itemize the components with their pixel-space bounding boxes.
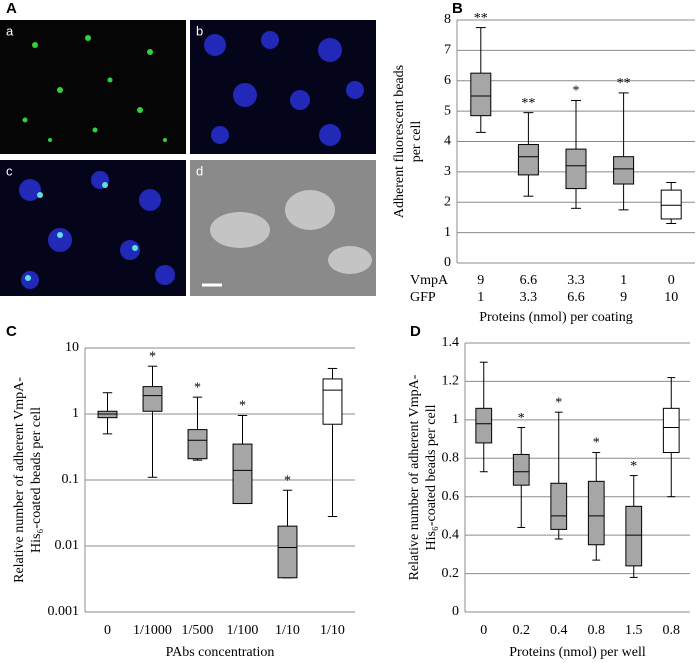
x-tick-label: 1/10 — [320, 623, 345, 638]
x-tick-label: 10 — [664, 290, 678, 305]
box — [625, 505, 643, 567]
significance: * — [149, 349, 156, 364]
x-tick-label: 0 — [668, 273, 675, 288]
y-tick-label: 1.4 — [442, 335, 460, 350]
box — [232, 443, 253, 505]
y-axis-title: per cell — [409, 121, 424, 163]
x-tick-label: 0.4 — [550, 623, 568, 638]
y-tick-label: 0 — [452, 604, 459, 619]
box — [187, 429, 208, 460]
micrographs — [0, 20, 376, 296]
subpanel-label: d — [196, 163, 203, 178]
y-tick-label: 5 — [444, 103, 451, 118]
y-tick-label: 4 — [444, 134, 451, 149]
x-tick-label: 3.3 — [567, 273, 585, 288]
x-tick-label: 1/100 — [227, 623, 259, 638]
x-tick-label: 0 — [480, 623, 487, 638]
y-axis-title: Relative number of adherent VmpA- — [407, 374, 422, 580]
box — [550, 482, 568, 530]
x-tick-label: 0 — [104, 623, 111, 638]
x-tick-label: 1/500 — [182, 623, 214, 638]
box — [565, 148, 587, 190]
panel-label: C — [6, 323, 17, 340]
significance: * — [573, 84, 580, 99]
box — [142, 386, 163, 412]
significance: * — [555, 395, 562, 410]
y-tick-label: 0.2 — [442, 566, 460, 581]
x-axis-title: Proteins (nmol) per coating — [479, 310, 633, 325]
x-axis-title: Proteins (nmol) per well — [509, 645, 646, 660]
box — [517, 144, 539, 176]
x-tick-label: 0.8 — [663, 623, 681, 638]
significance: * — [194, 380, 201, 395]
y-tick-label: 1 — [444, 225, 451, 240]
y-tick-label: 1.2 — [442, 374, 460, 389]
x-axis-title: PAbs concentration — [166, 645, 275, 660]
x-tick-label: 3.3 — [520, 290, 538, 305]
x-tick-label: 0.8 — [588, 623, 606, 638]
x-tick-label: 1/1000 — [133, 623, 172, 638]
box — [277, 525, 298, 579]
subpanel-label: a — [6, 23, 14, 38]
x-tick-label: 1/10 — [275, 623, 300, 638]
y-tick-label: 0.1 — [62, 472, 80, 487]
y-axis-title: Adherent fluorescent beads — [392, 65, 407, 218]
significance: * — [593, 436, 600, 451]
significance: * — [630, 459, 637, 474]
green-spots — [22, 35, 167, 142]
y-axis-title: His₆-coated beads per cell — [29, 407, 44, 553]
x-tick-label: 1 — [620, 273, 627, 288]
y-axis-title: His₆-coated beads per cell — [424, 404, 439, 550]
box — [475, 407, 493, 444]
y-tick-label: 8 — [444, 12, 451, 27]
panel-label: D — [410, 323, 421, 340]
y-tick-label: 0.4 — [442, 527, 460, 542]
significance: * — [518, 411, 525, 426]
y-tick-label: 0.6 — [442, 489, 460, 504]
y-tick-label: 6 — [444, 73, 451, 88]
row-label: VmpA — [410, 273, 449, 288]
significance: ** — [521, 96, 535, 111]
panel-label: A — [6, 0, 17, 17]
y-tick-label: 0.8 — [442, 451, 460, 466]
box — [512, 453, 530, 486]
nuclei — [19, 171, 175, 289]
box — [660, 189, 682, 220]
nuclei — [204, 31, 364, 146]
x-tick-label: 9 — [477, 273, 484, 288]
box — [587, 480, 605, 546]
y-tick-label: 10 — [65, 340, 79, 355]
y-axis-title: Relative number of adherent VmpA- — [12, 377, 27, 583]
significance: ** — [617, 76, 631, 91]
y-tick-label: 2 — [444, 194, 451, 209]
subpanel-label: c — [6, 163, 13, 178]
box — [470, 72, 492, 117]
x-tick-label: 6.6 — [567, 290, 585, 305]
y-tick-label: 3 — [444, 164, 451, 179]
x-tick-label: 1 — [477, 290, 484, 305]
box — [613, 156, 635, 185]
subpanel-label: b — [196, 23, 203, 38]
x-tick-label: 6.6 — [520, 273, 538, 288]
row-label: GFP — [410, 290, 436, 305]
cyan-spots — [25, 182, 138, 281]
box — [662, 407, 680, 454]
y-tick-label: 0.001 — [48, 604, 80, 619]
image-a — [0, 20, 186, 154]
significance: ** — [474, 11, 488, 26]
x-tick-label: 0.2 — [513, 623, 531, 638]
y-tick-label: 0.01 — [55, 538, 80, 553]
significance: * — [284, 473, 291, 488]
y-tick-label: 1 — [452, 412, 459, 427]
y-tick-label: 0 — [444, 255, 451, 270]
panel-label: B — [452, 0, 463, 17]
cells — [210, 190, 372, 274]
y-tick-label: 1 — [72, 406, 79, 421]
y-tick-label: 7 — [444, 43, 451, 58]
box — [322, 378, 343, 425]
x-tick-label: 1.5 — [625, 623, 643, 638]
x-tick-label: 9 — [620, 290, 627, 305]
significance: * — [239, 399, 246, 414]
